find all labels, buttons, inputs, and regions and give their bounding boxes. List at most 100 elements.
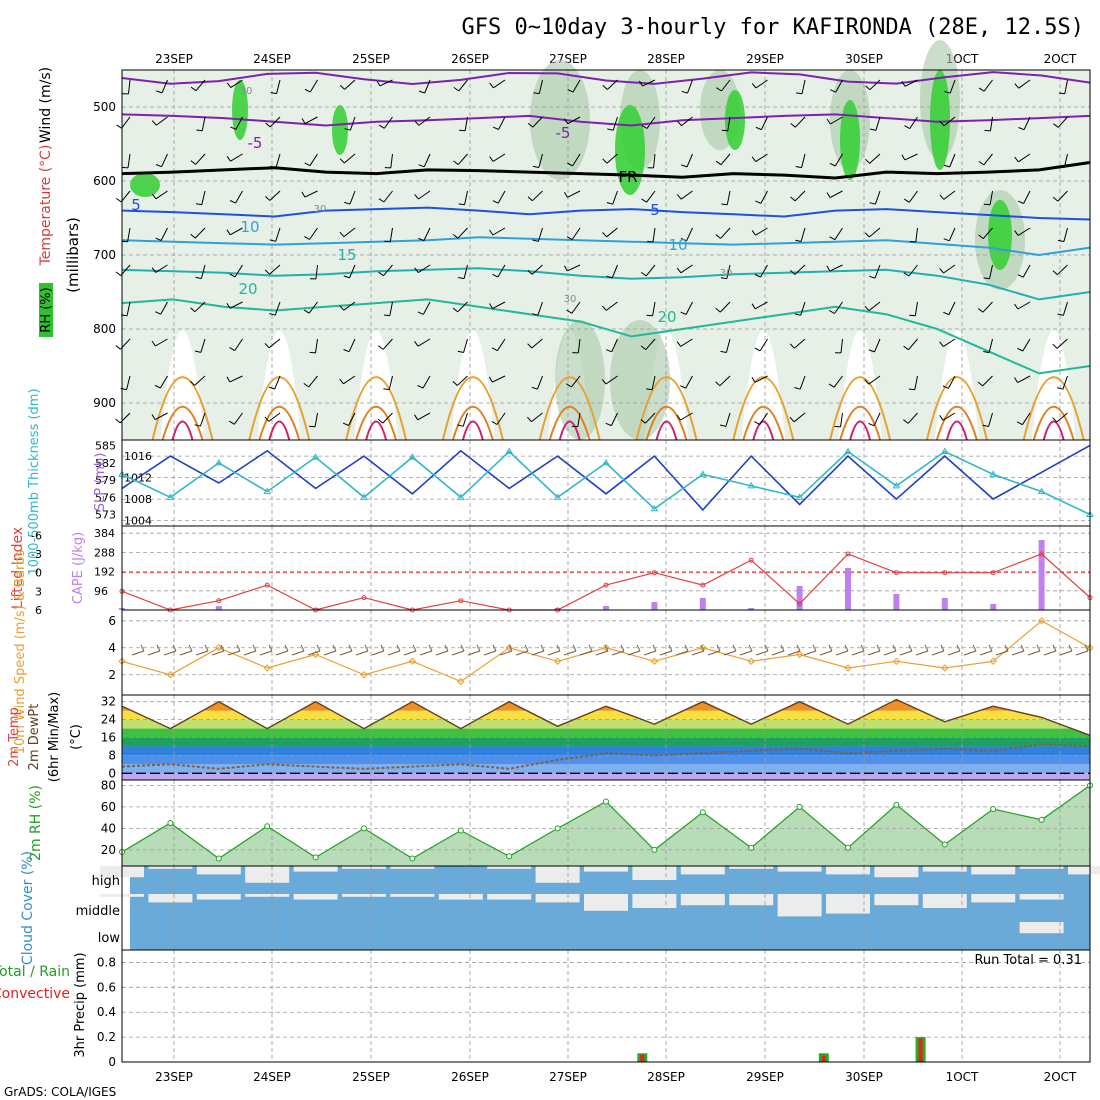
isotherm-2: [121, 206, 1091, 221]
wind-barb: [653, 153, 656, 168]
wind-barb-flag: [944, 91, 951, 94]
wind-speed-point: [166, 671, 175, 679]
thickness-point: [989, 470, 998, 477]
wind-barb: [161, 79, 168, 94]
cape-bar: [554, 608, 561, 610]
wind-barb-flag: [527, 196, 533, 202]
pressure-tick-1: 600: [93, 174, 116, 188]
wind-barb-flag: [115, 271, 122, 276]
wind-barb: [457, 153, 468, 165]
cloud-high: [777, 866, 822, 872]
rh-saturated-area: [130, 173, 160, 197]
cloud-middle: [293, 894, 338, 900]
wind-barb-flag: [155, 311, 161, 315]
wind-barb: [755, 153, 768, 163]
date-top-5: 28SEP: [647, 52, 685, 66]
wind-barb: [571, 301, 581, 314]
wind-barb: [1062, 375, 1068, 390]
wind-barb: [155, 338, 168, 347]
li-tick-4: 6: [35, 604, 42, 617]
wind-barb-flag: [301, 118, 306, 124]
slp-axis-label: SLP (mb): [93, 453, 108, 512]
wind-barb: [343, 301, 356, 311]
isotherm-35: [752, 420, 775, 441]
wind-barb: [349, 264, 356, 279]
isotherm-25: [1022, 376, 1085, 441]
wind-barb: [308, 375, 318, 388]
isotherm-35: [849, 420, 872, 441]
thickness-point: [166, 493, 175, 500]
wind-barb: [1056, 412, 1068, 423]
rh-area: [122, 785, 1090, 866]
wind-barb: [531, 412, 543, 422]
cloud-high: [487, 866, 532, 869]
wind-barb-flag: [680, 311, 687, 315]
surface-wind-barb-flag: [988, 644, 993, 652]
wind-barb-flag: [754, 347, 761, 352]
wind-barb: [1018, 153, 1031, 163]
wind-barb-flag: [795, 166, 802, 169]
wind-barb: [800, 301, 806, 316]
temp-tick-2: 16: [101, 731, 116, 745]
wind-barb-flag: [1052, 417, 1058, 423]
surface-wind-barb-flag: [892, 644, 897, 652]
wind-barb-flag: [489, 82, 494, 89]
wind-barb: [235, 190, 243, 204]
thickness-point: [214, 458, 223, 466]
wind-barb: [464, 116, 468, 131]
surface-wind-barb-flag: [1052, 644, 1057, 652]
wind-barb-flag: [607, 128, 614, 131]
wind-barb: [988, 412, 993, 427]
dewpoint-line: [121, 743, 1091, 770]
wind-barb: [760, 116, 768, 130]
wind-barb-flag: [755, 126, 762, 131]
cloud-high: [245, 866, 290, 883]
lifted-index-point: [942, 570, 948, 576]
wind-speed-point: [650, 657, 659, 665]
isotherm-35: [268, 420, 291, 441]
wind-speed-point: [408, 657, 417, 665]
wind-barb-flag: [754, 274, 761, 278]
surface-wind-barb-flag: [188, 644, 193, 652]
wind-barb: [982, 227, 993, 239]
thickness-point: [795, 493, 804, 500]
wind-barb-flag: [605, 422, 612, 427]
wind-barb-flag: [453, 86, 459, 92]
cloud-high: [874, 866, 919, 878]
surface-wind-barb-flag: [796, 644, 801, 652]
wind-barb: [801, 79, 806, 94]
wind-barb-flag: [1017, 274, 1024, 278]
wind-barb: [989, 190, 993, 205]
contour-label-2: FR: [618, 168, 637, 186]
wind-barb-flag: [869, 128, 877, 131]
wind-barb: [343, 375, 356, 385]
wind-barb-flag: [566, 236, 573, 241]
thickness-tick-3: 582: [95, 457, 116, 470]
wind-barb-flag: [414, 267, 419, 273]
wind-barb-flag: [602, 85, 608, 90]
wind-speed-point: [1037, 617, 1046, 625]
wind-barb-flag: [304, 162, 311, 167]
wind-barb-flag: [151, 193, 157, 200]
rh-saturated-area: [232, 80, 248, 140]
wind-barb-flag: [646, 388, 653, 391]
cloud-middle: [342, 894, 386, 897]
surface-wind-barb: [355, 650, 369, 656]
wind-barb: [458, 79, 468, 92]
wind-barb: [801, 153, 806, 168]
surface-wind-barb-flag: [700, 644, 705, 652]
wind-barb-flag: [939, 121, 945, 127]
wind-barb-flag: [230, 126, 237, 130]
wind-barb: [497, 264, 506, 278]
wind-barb: [720, 153, 731, 166]
surface-wind-barb: [771, 650, 785, 656]
date-top-2: 25SEP: [352, 52, 390, 66]
cloud-high: [293, 866, 338, 872]
wind-barb-flag: [939, 194, 945, 200]
wind-barb-flag: [269, 239, 276, 242]
wind-barb-flag: [194, 350, 202, 353]
wind-barb: [161, 153, 168, 167]
surface-wind-barb-flag: [220, 644, 225, 652]
wind-barb-flag: [1052, 196, 1059, 202]
wind-barb: [571, 227, 581, 240]
